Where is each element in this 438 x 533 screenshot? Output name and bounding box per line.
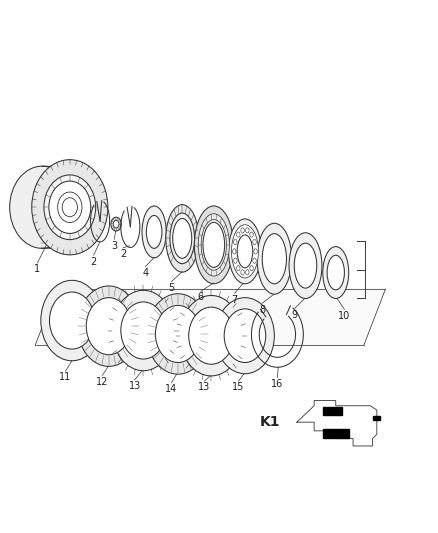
Ellipse shape: [155, 305, 201, 362]
Ellipse shape: [78, 286, 140, 366]
Text: 2: 2: [91, 256, 97, 266]
Polygon shape: [297, 401, 377, 446]
Polygon shape: [323, 407, 342, 415]
Text: 14: 14: [165, 384, 177, 394]
Ellipse shape: [146, 215, 162, 248]
Ellipse shape: [147, 294, 209, 374]
Text: 16: 16: [271, 379, 283, 389]
Ellipse shape: [58, 192, 82, 222]
Ellipse shape: [194, 206, 233, 284]
Ellipse shape: [10, 166, 74, 248]
Polygon shape: [372, 416, 380, 421]
Ellipse shape: [215, 297, 274, 374]
Text: 2: 2: [120, 249, 126, 259]
Ellipse shape: [224, 309, 266, 362]
Text: 9: 9: [292, 310, 298, 320]
Ellipse shape: [180, 295, 242, 376]
Ellipse shape: [257, 223, 292, 294]
Text: 10: 10: [338, 311, 350, 321]
Ellipse shape: [62, 198, 78, 217]
Ellipse shape: [49, 292, 95, 349]
Ellipse shape: [203, 222, 225, 268]
Ellipse shape: [323, 247, 349, 298]
Text: 13: 13: [128, 381, 141, 391]
Ellipse shape: [262, 233, 286, 284]
Text: K1: K1: [260, 415, 281, 429]
Ellipse shape: [173, 219, 192, 259]
Text: 7: 7: [231, 295, 238, 304]
Polygon shape: [323, 429, 349, 438]
Text: 4: 4: [142, 268, 148, 278]
Ellipse shape: [121, 302, 166, 359]
Text: 8: 8: [259, 304, 265, 314]
Ellipse shape: [112, 290, 174, 371]
Ellipse shape: [49, 181, 91, 233]
Ellipse shape: [170, 213, 194, 264]
Ellipse shape: [86, 297, 131, 355]
Ellipse shape: [111, 217, 121, 231]
Ellipse shape: [166, 205, 199, 272]
Ellipse shape: [44, 175, 95, 240]
Text: 11: 11: [60, 373, 71, 383]
Ellipse shape: [142, 206, 166, 258]
Ellipse shape: [189, 307, 234, 364]
Text: 1: 1: [34, 264, 40, 274]
Ellipse shape: [201, 220, 226, 270]
Text: 12: 12: [96, 377, 109, 387]
Ellipse shape: [229, 219, 261, 284]
Ellipse shape: [289, 233, 322, 298]
Text: 5: 5: [168, 283, 175, 293]
Ellipse shape: [237, 235, 253, 268]
Text: 15: 15: [232, 382, 245, 392]
Text: 3: 3: [111, 240, 117, 251]
Text: 13: 13: [198, 382, 210, 392]
Ellipse shape: [198, 214, 230, 276]
Ellipse shape: [32, 160, 108, 255]
Text: 6: 6: [198, 293, 204, 302]
Ellipse shape: [294, 243, 317, 288]
Ellipse shape: [327, 255, 344, 290]
Polygon shape: [35, 289, 385, 345]
Ellipse shape: [231, 225, 258, 278]
Ellipse shape: [41, 280, 103, 361]
Ellipse shape: [113, 220, 119, 228]
